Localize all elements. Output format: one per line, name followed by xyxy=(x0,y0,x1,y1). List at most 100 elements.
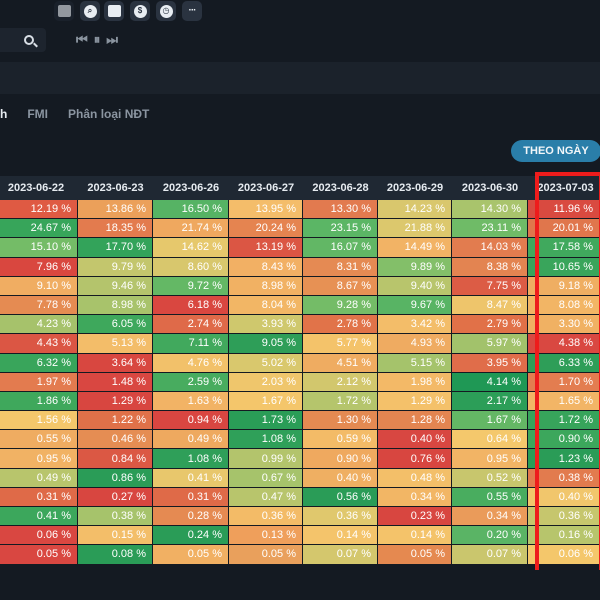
table-cell[interactable]: 1.97 % xyxy=(0,372,78,392)
table-cell[interactable]: 0.90 % xyxy=(303,449,378,469)
table-cell[interactable]: 0.67 % xyxy=(229,468,303,488)
table-cell[interactable]: 9.79 % xyxy=(78,257,153,277)
table-cell[interactable]: 9.89 % xyxy=(378,257,452,277)
gift-icon[interactable] xyxy=(104,1,124,21)
search-input[interactable] xyxy=(0,28,46,52)
table-cell[interactable]: 0.05 % xyxy=(153,545,229,565)
tab-active[interactable]: h xyxy=(0,107,8,121)
table-cell[interactable]: 3.64 % xyxy=(78,353,153,373)
column-header[interactable]: 2023-06-28 xyxy=(312,182,369,194)
table-cell[interactable]: 9.40 % xyxy=(378,276,452,296)
table-cell[interactable]: 4.43 % xyxy=(0,334,78,354)
skip-next-icon[interactable]: ⏭ xyxy=(106,32,118,47)
table-cell[interactable]: 0.52 % xyxy=(452,468,528,488)
skip-first-icon[interactable]: ⏮ xyxy=(76,32,88,47)
table-cell[interactable]: 0.34 % xyxy=(378,487,452,507)
table-cell[interactable]: 20.01 % xyxy=(528,219,600,239)
table-cell[interactable]: 14.49 % xyxy=(378,238,452,258)
table-cell[interactable]: 0.86 % xyxy=(78,468,153,488)
table-cell[interactable]: 1.65 % xyxy=(528,391,600,412)
table-cell[interactable]: 0.49 % xyxy=(0,468,78,488)
table-cell[interactable]: 0.95 % xyxy=(452,449,528,469)
column-header[interactable]: 2023-06-22 xyxy=(7,182,65,194)
table-cell[interactable]: 1.48 % xyxy=(78,372,153,392)
column-header[interactable]: 2023-06-30 xyxy=(461,182,519,194)
table-cell[interactable]: 9.18 % xyxy=(528,276,600,296)
table-cell[interactable]: 9.10 % xyxy=(0,276,78,296)
table-cell[interactable]: 0.15 % xyxy=(78,526,153,546)
table-cell[interactable]: 0.07 % xyxy=(452,545,528,565)
table-cell[interactable]: 5.97 % xyxy=(452,334,528,354)
table-cell[interactable]: 14.30 % xyxy=(452,200,528,220)
table-cell[interactable]: 1.86 % xyxy=(0,391,78,412)
table-cell[interactable]: 0.23 % xyxy=(378,507,452,527)
table-cell[interactable]: 3.93 % xyxy=(229,315,303,335)
table-cell[interactable]: 17.58 % xyxy=(528,238,600,258)
table-cell[interactable]: 1.72 % xyxy=(528,411,600,431)
table-cell[interactable]: 1.70 % xyxy=(528,372,600,392)
table-cell[interactable]: 0.14 % xyxy=(378,526,452,546)
column-header[interactable]: 2023-06-26 xyxy=(162,182,220,194)
table-cell[interactable]: 8.38 % xyxy=(452,257,528,277)
table-cell[interactable]: 0.41 % xyxy=(153,468,229,488)
search-icon[interactable] xyxy=(24,35,34,45)
table-cell[interactable]: 20.24 % xyxy=(229,219,303,239)
dollar-icon[interactable]: $ xyxy=(130,1,150,21)
table-cell[interactable]: 0.48 % xyxy=(378,468,452,488)
table-cell[interactable]: 13.19 % xyxy=(229,238,303,258)
table-cell[interactable]: 1.29 % xyxy=(378,391,452,412)
table-cell[interactable]: 1.08 % xyxy=(153,449,229,469)
table-cell[interactable]: 13.86 % xyxy=(78,200,153,220)
table-cell[interactable]: 1.08 % xyxy=(229,430,303,450)
table-cell[interactable]: 15.10 % xyxy=(0,238,78,258)
table-cell[interactable]: 4.14 % xyxy=(452,372,528,392)
table-cell[interactable]: 0.41 % xyxy=(0,507,78,527)
table-cell[interactable]: 7.96 % xyxy=(0,257,78,277)
table-cell[interactable]: 6.05 % xyxy=(78,315,153,335)
table-cell[interactable]: 1.72 % xyxy=(303,391,378,412)
table-cell[interactable]: 1.30 % xyxy=(303,411,378,431)
table-cell[interactable]: 1.73 % xyxy=(229,411,303,431)
table-cell[interactable]: 0.36 % xyxy=(303,507,378,527)
table-cell[interactable]: 0.27 % xyxy=(78,487,153,507)
table-cell[interactable]: 0.34 % xyxy=(452,507,528,527)
table-cell[interactable]: 0.13 % xyxy=(229,526,303,546)
table-cell[interactable]: 8.60 % xyxy=(153,257,229,277)
table-cell[interactable]: 2.79 % xyxy=(452,315,528,335)
table-cell[interactable]: 1.67 % xyxy=(452,411,528,431)
table-cell[interactable]: 23.15 % xyxy=(303,219,378,239)
table-cell[interactable]: 0.05 % xyxy=(378,545,452,565)
table-cell[interactable]: 8.98 % xyxy=(229,276,303,296)
table-cell[interactable]: 2.59 % xyxy=(153,372,229,392)
table-cell[interactable]: 1.22 % xyxy=(78,411,153,431)
table-cell[interactable]: 2.78 % xyxy=(303,315,378,335)
table-cell[interactable]: 1.67 % xyxy=(229,391,303,412)
table-cell[interactable]: 8.04 % xyxy=(229,295,303,316)
table-cell[interactable]: 16.07 % xyxy=(303,238,378,258)
table-cell[interactable]: 0.56 % xyxy=(303,487,378,507)
table-cell[interactable]: 13.95 % xyxy=(229,200,303,220)
table-cell[interactable]: 4.51 % xyxy=(303,353,378,373)
tab-investor-classification[interactable]: Phân loại NĐT xyxy=(68,107,150,121)
table-cell[interactable]: 5.02 % xyxy=(229,353,303,373)
table-cell[interactable]: 14.62 % xyxy=(153,238,229,258)
table-cell[interactable]: 2.12 % xyxy=(303,372,378,392)
table-cell[interactable]: 5.13 % xyxy=(78,334,153,354)
column-header[interactable]: 2023-07-03 xyxy=(537,182,594,194)
table-cell[interactable]: 8.47 % xyxy=(452,295,528,316)
table-cell[interactable]: 7.75 % xyxy=(452,276,528,296)
table-cell[interactable]: 18.35 % xyxy=(78,219,153,239)
table-cell[interactable]: 9.05 % xyxy=(229,334,303,354)
pause-icon[interactable]: ⏸ xyxy=(93,32,101,47)
table-cell[interactable]: 9.67 % xyxy=(378,295,452,316)
table-cell[interactable]: 0.99 % xyxy=(229,449,303,469)
table-cell[interactable]: 0.40 % xyxy=(303,468,378,488)
table-cell[interactable]: 21.74 % xyxy=(153,219,229,239)
table-cell[interactable]: 2.74 % xyxy=(153,315,229,335)
table-cell[interactable]: 14.03 % xyxy=(452,238,528,258)
table-cell[interactable]: 1.23 % xyxy=(528,449,600,469)
table-cell[interactable]: 4.23 % xyxy=(0,315,78,335)
layout-icon[interactable] xyxy=(54,1,74,21)
table-cell[interactable]: 7.11 % xyxy=(153,334,229,354)
table-cell[interactable]: 0.55 % xyxy=(452,487,528,507)
